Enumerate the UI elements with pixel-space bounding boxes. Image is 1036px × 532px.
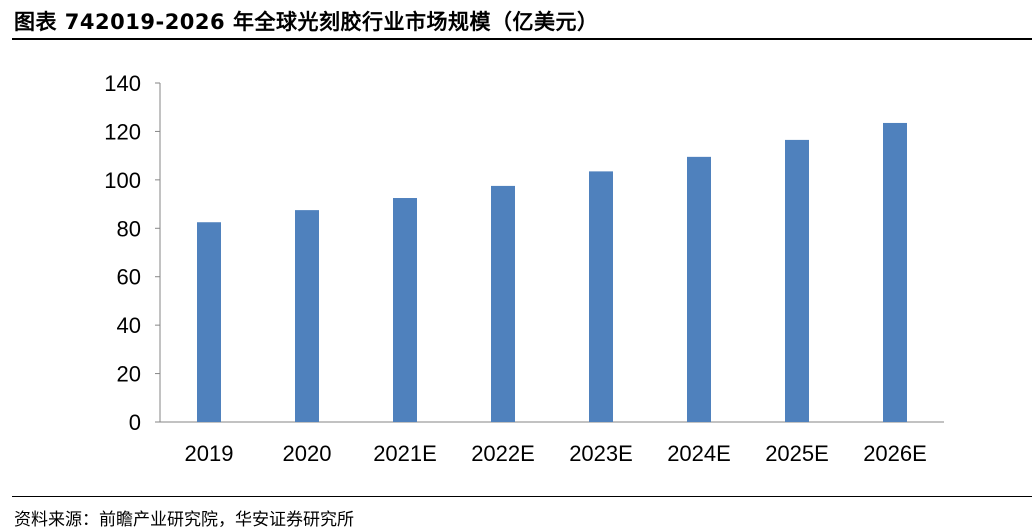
x-tick-label: 2019: [185, 441, 234, 466]
chart-title: 图表 742019-2026 年全球光刻胶行业市场规模（亿美元）: [14, 10, 599, 34]
bar-2026E: [883, 122, 907, 422]
x-tick-label: 2025E: [765, 441, 829, 466]
bar-2020: [295, 210, 319, 422]
y-tick-label: 20: [117, 362, 141, 387]
x-tick-label: 2023E: [569, 441, 633, 466]
bar-2025E: [785, 139, 809, 422]
bar-2024E: [687, 156, 711, 422]
title-divider: [12, 38, 1032, 40]
x-tick-label: 2026E: [863, 441, 927, 466]
x-tick-label: 2020: [283, 441, 332, 466]
bar-2021E: [393, 198, 417, 422]
y-tick-label: 60: [117, 265, 141, 290]
x-axis: 2019 2020 2021E 2022E 2023E 2024E 2025E 2026E: [160, 421, 944, 466]
bar-2023E: [589, 171, 613, 422]
y-tick-label: 140: [104, 71, 141, 96]
bar-chart: 0 20 40 60 80 100 120 140 2019 2020 2021E 2022E 202…: [104, 71, 944, 466]
x-tick-label: 2022E: [471, 441, 535, 466]
x-tick-label: 2021E: [373, 441, 437, 466]
source-note: 资料来源：前瞻产业研究院，华安证券研究所: [14, 510, 354, 530]
y-tick-label: 40: [117, 313, 141, 338]
bar-2019: [197, 222, 221, 422]
y-axis: 0 20 40 60 80 100 120 140: [104, 71, 161, 435]
y-tick-label: 0: [129, 410, 141, 435]
y-tick-label: 80: [117, 216, 141, 241]
bar-series: [197, 122, 907, 422]
bar-2022E: [491, 185, 515, 422]
y-tick-label: 120: [104, 119, 141, 144]
source-divider: [12, 496, 1032, 497]
x-tick-label: 2024E: [667, 441, 731, 466]
y-tick-label: 100: [104, 168, 141, 193]
